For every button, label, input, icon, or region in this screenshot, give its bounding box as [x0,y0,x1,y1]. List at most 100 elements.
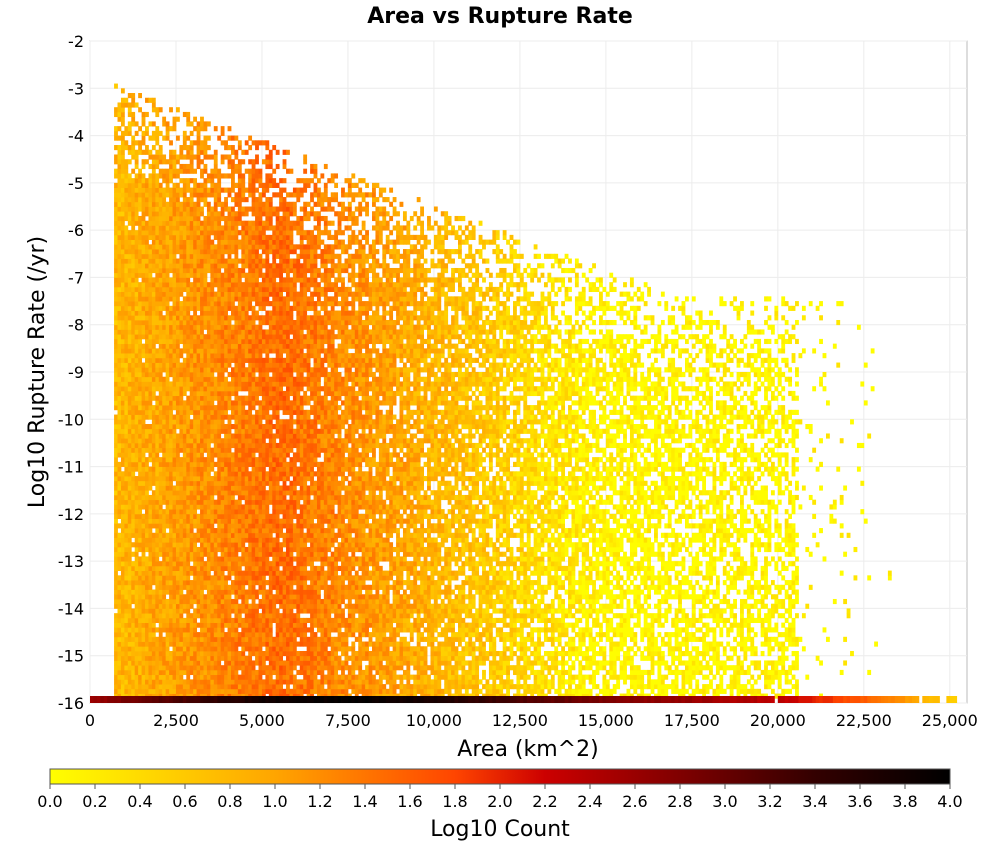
heatmap-cell [237,509,242,515]
heatmap-cell [117,343,122,349]
heatmap-cell [148,296,153,302]
heatmap-cell [134,513,139,519]
heatmap-cell [145,485,149,491]
heatmap-cell [234,315,239,321]
heatmap-cell [251,650,256,657]
heatmap-cell [172,329,177,335]
heatmap-cell [196,343,201,349]
heatmap-cell [131,419,136,425]
heatmap-cell [255,490,259,496]
heatmap-cell [165,461,170,467]
heatmap-cell [158,580,163,586]
heatmap-cell [182,518,187,524]
heatmap-cell [248,319,253,326]
heatmap-cell [158,334,163,340]
heatmap-cell [224,518,228,524]
heatmap-cell [120,258,125,264]
heatmap-cell [231,367,235,373]
heatmap-cell [138,471,142,477]
heatmap-cell [155,589,160,595]
heatmap-cell [196,126,201,132]
heatmap-cell [172,608,177,614]
heatmap-cell [196,282,201,288]
heatmap-cell [251,447,256,453]
heatmap-cell [186,277,191,283]
heatmap-cell [251,277,256,283]
heatmap-cell [261,357,266,363]
heatmap-cell [220,528,225,534]
heatmap-cell [224,617,228,624]
heatmap-cell [244,168,249,174]
heatmap-cell [179,665,184,671]
heatmap-cell [165,570,170,576]
heatmap-cell [155,424,160,430]
heatmap-cell [186,490,191,496]
heatmap-cell [237,504,242,510]
heatmap-cell [255,220,259,226]
heatmap-cell [117,622,122,628]
heatmap-cell [145,608,149,614]
heatmap-cell [237,546,242,553]
heatmap-cell [169,277,173,283]
heatmap-cell [134,211,139,217]
heatmap-cell [200,679,204,685]
heatmap-cell [227,466,232,472]
heatmap-cell [120,561,125,567]
heatmap-cell [175,509,180,515]
heatmap-cell [231,660,235,666]
heatmap-cell [224,528,228,534]
heatmap-cell [145,589,149,595]
heatmap-cell [114,234,118,240]
heatmap-cell [258,617,263,624]
heatmap-cell [244,466,249,472]
heatmap-cell [179,329,184,335]
heatmap-cell [175,613,180,619]
heatmap-cell [162,551,167,557]
heatmap-cell [261,494,266,501]
heatmap-cell [251,684,256,690]
heatmap-cell [265,636,270,642]
heatmap-cell [258,580,263,586]
heatmap-cell [114,589,118,595]
heatmap-cell [193,561,198,567]
heatmap-cell [196,636,201,642]
heatmap-cell [114,518,118,524]
heatmap-cell [172,249,177,255]
heatmap-cell [131,376,136,382]
heatmap-cell [114,457,118,463]
heatmap-cell [220,532,225,538]
heatmap-cell [196,135,201,141]
heatmap-cell [258,646,263,652]
heatmap-cell [172,688,177,694]
heatmap-cell [151,447,156,453]
heatmap-cell [162,376,167,382]
heatmap-cell [169,357,173,363]
heatmap-cell [206,244,211,250]
heatmap-cell [224,305,228,311]
heatmap-cell [196,646,201,652]
heatmap-cell [213,182,218,188]
heatmap-cell [169,471,173,477]
heatmap-cell [186,348,191,354]
heatmap-cell [145,400,149,406]
heatmap-cell [200,353,204,359]
heatmap-cell [145,457,149,463]
heatmap-cell [141,674,146,680]
heatmap-cell [220,372,225,378]
heatmap-cell [182,111,187,118]
heatmap-cell [158,305,163,311]
heatmap-cell [175,225,180,231]
heatmap-cell [237,584,242,590]
heatmap-cell [165,627,170,633]
heatmap-cell [134,400,139,406]
heatmap-cell [241,513,246,519]
heatmap-cell [138,145,142,151]
heatmap-cell [155,655,160,661]
heatmap-cell [200,395,204,401]
heatmap-cell [127,121,132,127]
heatmap-cell [210,329,215,335]
heatmap-cell [193,206,198,212]
heatmap-cell [131,414,136,420]
heatmap-cell [141,343,146,349]
heatmap-cell [200,244,204,250]
